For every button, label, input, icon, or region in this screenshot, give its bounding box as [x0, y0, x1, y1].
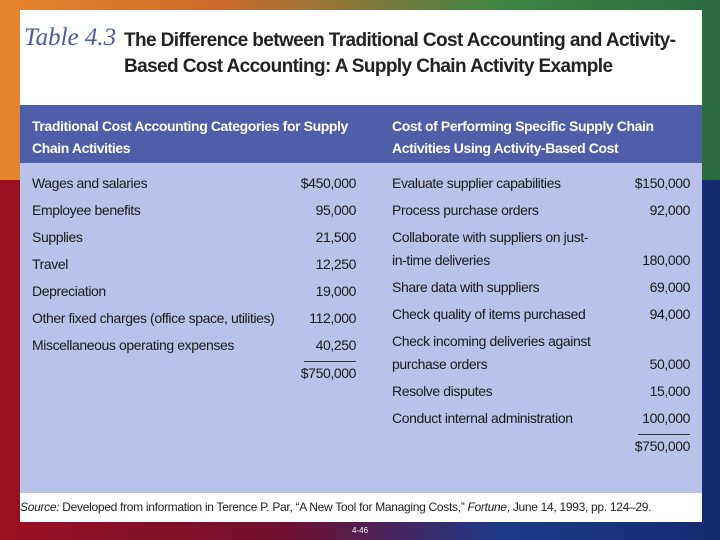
table-row: Wages and salaries $450,000 — [32, 172, 356, 199]
total-value: $750,000 — [300, 365, 357, 381]
row-label: Check incoming deliveries against purcha… — [392, 333, 591, 372]
row-label: Travel — [32, 256, 68, 272]
row-value: 112,000 — [309, 310, 356, 326]
row-value: 95,000 — [315, 202, 357, 218]
row-value: 100,000 — [642, 410, 690, 426]
table-row: Supplies 21,500 — [32, 226, 356, 253]
row-label: Evaluate supplier capabilities — [392, 175, 561, 191]
table-row: Travel 12,250 — [32, 253, 356, 280]
total-rule — [304, 361, 356, 362]
table-row: Process purchase orders 92,000 — [392, 199, 690, 226]
row-value: 19,000 — [315, 283, 357, 299]
left-column: Wages and salaries $450,000 Employee benef… — [32, 172, 356, 385]
row-value: 12,250 — [315, 256, 357, 272]
row-label: Process purchase orders — [392, 202, 539, 218]
row-value: 21,500 — [315, 229, 357, 245]
row-value: 92,000 — [649, 202, 691, 218]
slide-number: 4-46 — [352, 526, 369, 535]
table-row: Conduct internal administration 100,000 — [392, 407, 690, 434]
row-label: Collaborate with suppliers on just-in-ti… — [392, 229, 589, 268]
source-part: Fortune — [467, 500, 507, 514]
total-rule — [638, 434, 690, 435]
table-row: Check quality of items purchased 94,000 — [392, 303, 690, 330]
source-note: Source: Developed from information in Te… — [20, 500, 651, 514]
table-row: Depreciation 19,000 — [32, 280, 356, 307]
row-value: 50,000 — [649, 356, 691, 372]
table-row: Employee benefits 95,000 — [32, 199, 356, 226]
source-part: Source: — [20, 500, 60, 514]
row-label: Wages and salaries — [32, 175, 148, 191]
row-label: Miscellaneous operating expenses — [32, 337, 234, 353]
table-body: Wages and salaries $450,000 Employee benef… — [20, 163, 702, 493]
row-value: $450,000 — [300, 175, 357, 191]
table-row: Share data with suppliers 69,000 — [392, 276, 690, 303]
table-row: Evaluate supplier capabilities $150,000 — [392, 172, 690, 199]
row-label: Employee benefits — [32, 202, 141, 218]
right-column: Evaluate supplier capabilities $150,000 Pr… — [392, 172, 690, 458]
row-label: Share data with suppliers — [392, 279, 540, 295]
row-value: 180,000 — [642, 252, 690, 268]
row-label: Conduct internal administration — [392, 410, 573, 426]
table-panel: Table 4.3 The Difference between Traditi… — [20, 10, 702, 522]
row-value: 40,250 — [315, 337, 357, 353]
row-value: 15,000 — [649, 383, 691, 399]
table-row: Check incoming deliveries against purcha… — [392, 330, 690, 380]
table-title: The Difference between Traditional Cost … — [124, 30, 676, 77]
table-row: Collaborate with suppliers on just-in-ti… — [392, 226, 690, 276]
row-label: Supplies — [32, 229, 83, 245]
row-value: $150,000 — [634, 175, 691, 191]
table-header: Traditional Cost Accounting Categories f… — [20, 105, 702, 178]
row-value: 69,000 — [649, 279, 691, 295]
row-label: Check quality of items purchased — [392, 306, 586, 322]
table-row: Other fixed charges (office space, utili… — [32, 307, 356, 334]
row-label: Depreciation — [32, 283, 106, 299]
row-label: Other fixed charges (office space, utili… — [32, 310, 275, 326]
source-part: , June 14, 1993, pp. 124–29. — [506, 500, 652, 514]
row-value: 94,000 — [649, 306, 691, 322]
table-label: Table 4.3 — [24, 24, 117, 51]
table-row: Miscellaneous operating expenses 40,250 — [32, 334, 356, 361]
total-value: $750,000 — [634, 438, 691, 454]
source-part: Developed from information in Terence P.… — [59, 500, 468, 514]
table-row: Resolve disputes 15,000 — [392, 380, 690, 407]
row-label: Resolve disputes — [392, 383, 493, 399]
column-header: Traditional Cost Accounting Categories f… — [32, 118, 348, 156]
